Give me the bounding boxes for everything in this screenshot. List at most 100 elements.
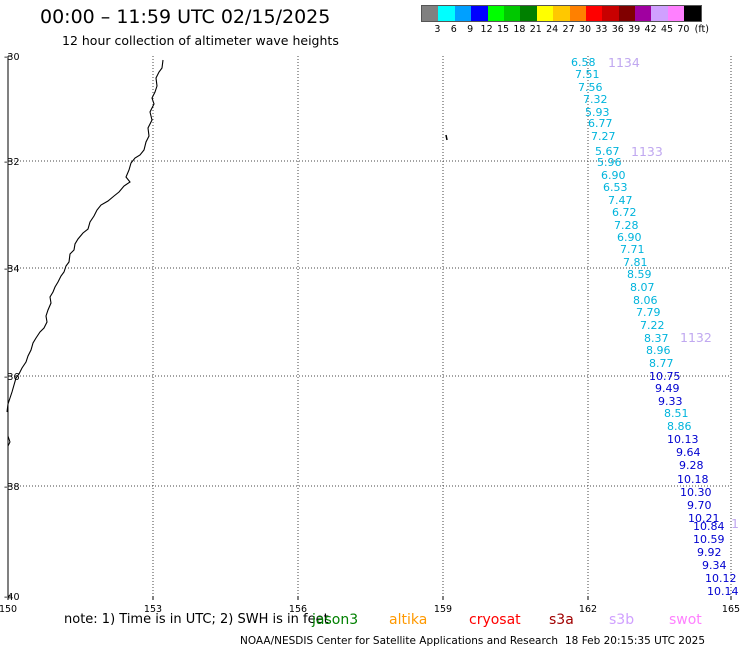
swh-value-label: 6.90: [617, 231, 642, 244]
swh-value-label: 8.06: [633, 294, 658, 307]
legend-label: 45: [660, 24, 674, 35]
x-tick-label: 162: [579, 604, 597, 615]
swh-value-label: 8.86: [667, 420, 692, 433]
swh-value-label: 7.71: [620, 243, 645, 256]
pass-number-label: 1132: [680, 330, 712, 345]
swh-value-label: 9.49: [655, 382, 680, 395]
legend-swatch: [520, 6, 537, 21]
swh-value-label: 9.64: [676, 446, 701, 459]
legend-label: 36: [611, 24, 624, 35]
legend-label: 70: [677, 24, 690, 35]
swh-value-label: 9.70: [687, 499, 712, 512]
legend-swatch: [503, 6, 521, 21]
legend-label: 30: [578, 24, 592, 35]
swh-value-label: 9.33: [658, 395, 683, 408]
legend-swatch: [635, 6, 652, 21]
swh-value-label: 6.53: [603, 181, 628, 194]
legend-label: 39: [628, 24, 641, 35]
legend-swatch: [667, 6, 685, 21]
swh-value-label: 8.77: [649, 357, 674, 370]
swh-value-label: 9.28: [679, 459, 704, 472]
swh-value-label: 6.90: [601, 169, 626, 182]
swh-value-label: 10.14: [707, 585, 739, 598]
x-tick-label: 156: [289, 604, 307, 615]
y-tick-label: -38: [4, 482, 20, 493]
legend-label: 12: [480, 24, 493, 35]
x-tick-label: 150: [0, 604, 17, 615]
x-tick-label: 153: [144, 604, 162, 615]
page-title: 00:00 – 11:59 UTC 02/15/2025: [40, 6, 331, 28]
coastline: [6, 59, 164, 413]
swh-value-label: 10.59: [693, 533, 725, 546]
satellite-legend-item: altika: [389, 612, 428, 628]
y-tick-label: -30: [4, 52, 20, 63]
pass-number-label: 1134: [608, 55, 640, 70]
legend-label: 27: [562, 24, 575, 35]
swh-value-label: 5.96: [597, 156, 622, 169]
satellite-legend-item: cryosat: [469, 612, 521, 628]
swh-value-label: 6.58: [571, 56, 596, 69]
swh-value-label: 9.34: [702, 559, 727, 572]
swh-value-label: 10.12: [705, 572, 737, 585]
swh-value-label: 7.81: [623, 256, 648, 269]
swh-value-label: 8.07: [630, 281, 655, 294]
legend-label: 9: [467, 24, 474, 35]
legend-swatch: [471, 6, 488, 21]
legend-swatch: [602, 6, 619, 21]
legend-swatch: [569, 6, 586, 21]
y-tick-label: -36: [4, 372, 20, 383]
legend-swatch: [422, 6, 439, 21]
legend-labels: 3 6 9 12 15 18 21 24 27 30 33 36 39 42 45 70 (ft): [421, 22, 709, 36]
legend-label: 42: [644, 24, 657, 35]
swh-value-label: 8.96: [646, 344, 671, 357]
swh-value-label: 6.72: [612, 206, 637, 219]
swh-value-label: 10.21: [688, 512, 720, 525]
swh-value-label: 7.32: [583, 93, 608, 106]
swh-value-label: 7.47: [608, 194, 633, 207]
swh-value-label: 8.51: [664, 407, 689, 420]
legend-label: 33: [595, 24, 608, 35]
legend-swatch: [487, 6, 504, 21]
color-legend: 3 6 9 12 15 18 21 24 27 30 33 36 39 42 45 70 (ft): [421, 5, 709, 36]
legend-swatch: [454, 6, 472, 21]
y-tick-label: -34: [4, 264, 20, 275]
pass-number-label: 1133: [631, 144, 663, 159]
satellite-legend-item: s3b: [609, 612, 635, 628]
swh-value-label: 9.92: [697, 546, 722, 559]
swh-value-label: 5.67: [595, 145, 620, 158]
swh-value-label: 7.51: [575, 68, 600, 81]
legend-label: 24: [546, 24, 559, 35]
legend-swatch: [536, 6, 554, 21]
legend-label: 18: [513, 24, 526, 35]
x-tick-label: 165: [722, 604, 740, 615]
swh-value-label: 7.56: [578, 81, 603, 94]
swh-value-label: 7.79: [636, 306, 661, 319]
y-tick-label: -32: [4, 157, 20, 168]
footer-note: note: 1) Time is in UTC; 2) SWH is in fe…: [64, 612, 329, 627]
coastline-fragment: [7, 435, 11, 447]
legend-swatch: [651, 6, 668, 21]
legend-label: 21: [529, 24, 542, 35]
island-mark: [445, 134, 448, 141]
satellite-legend-item: jason3: [312, 612, 359, 628]
page-subtitle: 12 hour collection of altimeter wave hei…: [62, 33, 339, 48]
legend-swatch: [553, 6, 570, 21]
legend-swatch: [618, 6, 636, 21]
legend-label: (ft): [694, 24, 709, 35]
x-tick-label: 159: [434, 604, 452, 615]
swh-value-label: 8.59: [627, 268, 652, 281]
swh-value-label: 7.28: [614, 219, 639, 232]
credit-text: NOAA/NESDIS Center for Satellite Applica…: [240, 635, 558, 647]
swh-value-label: 10.18: [677, 473, 709, 486]
pass-number-label: 1: [731, 516, 739, 531]
legend-swatch: [684, 6, 701, 21]
swh-value-label: 7.22: [640, 319, 665, 332]
swh-value-label: 7.27: [591, 130, 616, 143]
swh-value-label: 10.30: [680, 486, 712, 499]
legend-label: 6: [450, 24, 457, 35]
legend-swatch: [585, 6, 603, 21]
legend-label: 3: [434, 24, 441, 35]
legend-label: 15: [496, 24, 510, 35]
swh-value-label: 10.13: [667, 433, 699, 446]
